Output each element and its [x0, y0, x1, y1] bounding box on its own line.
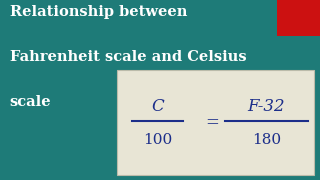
Text: 180: 180: [252, 133, 281, 147]
FancyBboxPatch shape: [117, 70, 314, 175]
Text: scale: scale: [10, 95, 51, 109]
Text: 100: 100: [143, 133, 172, 147]
Text: =: =: [205, 114, 219, 131]
Text: C: C: [151, 98, 164, 115]
Bar: [277, 0, 320, 36]
Text: F-32: F-32: [248, 98, 285, 115]
Text: Fahrenheit scale and Celsius: Fahrenheit scale and Celsius: [10, 50, 246, 64]
Text: Relationship between: Relationship between: [10, 5, 187, 19]
